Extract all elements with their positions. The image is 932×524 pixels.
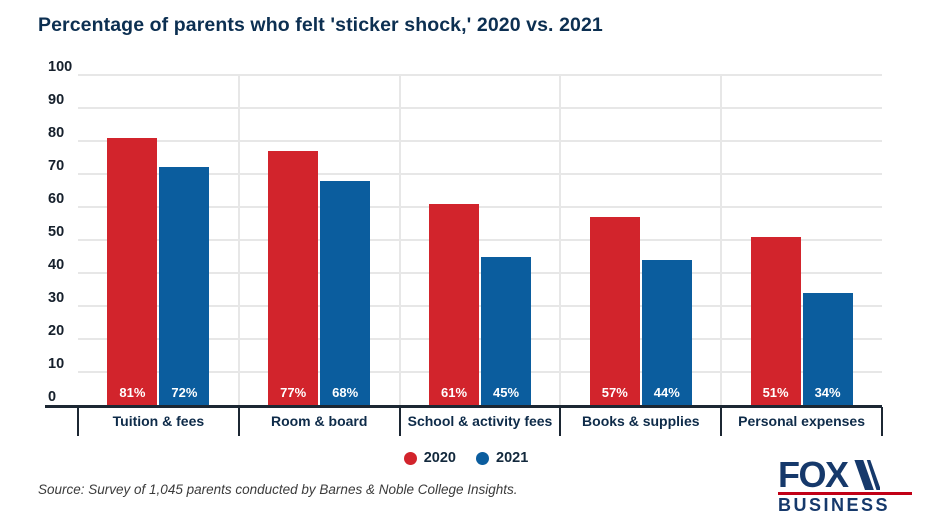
legend: 2020 2021 [0,450,932,466]
x-axis-tick [559,407,562,436]
logo-business-text: BUSINESS [778,495,891,515]
category-label: Room & board [270,413,368,429]
legend-swatch-2020 [403,451,417,465]
source-note: Source: Survey of 1,045 parents conducte… [38,482,518,497]
group-separator [559,75,562,405]
x-axis-tick [77,407,79,436]
group-separator [237,75,240,405]
bar-2021: 45% [481,256,531,405]
gridline [78,305,882,307]
x-axis-tick [720,407,723,436]
bar-value-label: 34% [814,384,841,400]
legend-label: 2020 [423,450,456,466]
y-axis-tick-label: 30 [48,290,65,306]
bar-value-label: 81% [119,384,146,400]
logo-fox-row: FOX [778,454,912,495]
gridline [78,173,882,175]
gridline [78,140,882,142]
bar-value-label: 45% [492,385,520,400]
category-label: Books & supplies [582,413,700,429]
bar-value-label: 61% [440,384,468,400]
logo-fox-text: FOX [778,454,849,495]
category-label: Personal expenses [738,413,866,429]
x-axis-line [45,405,882,408]
bar-value-label: 77% [280,384,307,400]
legend-swatch-2021 [476,451,489,465]
bar-2021: 34% [802,292,853,405]
bar-2021: 44% [641,259,692,405]
gridline [78,74,882,76]
y-axis-tick-label: 100 [48,59,73,75]
group-separator [398,75,401,405]
y-axis-tick-label: 0 [48,389,57,405]
y-axis-tick-label: 40 [48,257,65,273]
bar-2020: 61% [429,203,479,405]
category-label: School & activity fees [407,413,553,429]
bar-value-label: 72% [171,384,198,400]
gridline [78,371,882,373]
y-axis-tick-label: 50 [48,224,65,240]
group-separator [720,75,723,405]
bar-2021: 68% [320,180,371,405]
gridline [78,338,882,340]
legend-item-2020: 2020 [403,450,456,466]
gridline [78,206,882,208]
bar-value-label: 57% [601,384,628,400]
gridline [78,272,882,274]
y-axis-tick-label: 10 [48,356,65,372]
y-axis-tick-label: 90 [48,92,65,108]
bar-2020: 81% [107,137,158,405]
bar-value-label: 51% [762,384,789,400]
y-axis-tick-label: 60 [48,191,65,207]
gridline [78,107,882,109]
chart-title: Percentage of parents who felt 'sticker … [38,14,603,36]
bar-2020: 57% [589,216,640,405]
bar-2020: 77% [268,150,319,405]
y-axis-tick-label: 20 [48,323,65,339]
y-axis-tick-label: 70 [48,158,65,174]
legend-item-2021: 2021 [476,450,528,466]
x-axis-tick [398,407,401,436]
bar-2021: 72% [159,167,210,405]
logo-red-rule [778,492,912,495]
category-label: Tuition & fees [112,413,205,429]
legend-label: 2021 [496,450,529,466]
x-axis-tick [237,407,240,436]
searchlight-icon [853,460,880,490]
fox-business-logo: FOX BUSINESS [778,454,912,515]
bar-value-label: 44% [653,384,680,400]
gridline [78,239,882,241]
bar-2020: 51% [750,236,801,405]
x-axis-tick [881,407,883,436]
bar-value-label: 68% [332,384,359,400]
y-axis-tick-label: 80 [48,125,65,141]
